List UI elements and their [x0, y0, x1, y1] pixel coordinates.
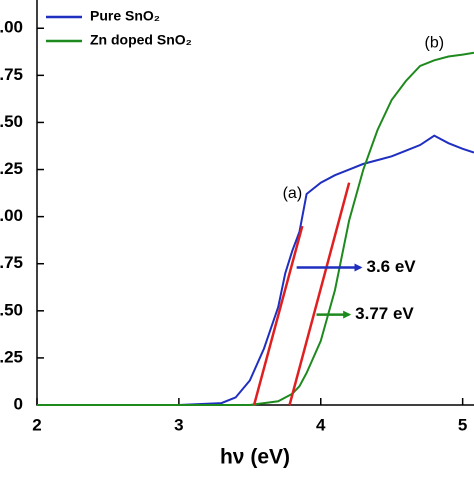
x-tick-label: 4	[316, 415, 326, 434]
y-tick-label: 1.25	[0, 159, 23, 178]
y-tick-label: 0	[14, 394, 23, 413]
x-tick-label: 5	[458, 415, 467, 434]
arrow-label: 3.77 eV	[355, 304, 414, 323]
y-tick-label: 0.75	[0, 253, 23, 272]
arrow-label: 3.6 eV	[366, 257, 416, 276]
annotation: (b)	[424, 35, 444, 52]
y-tick-label: 2.00	[0, 18, 23, 37]
data-line	[37, 134, 474, 406]
axis-frame	[36, 0, 474, 406]
legend-label: Pure SnO₂	[90, 8, 160, 24]
x-axis-label: hν (eV)	[220, 446, 290, 469]
fit-line	[288, 182, 351, 406]
fit-line	[252, 225, 304, 406]
y-tick-label: 0.25	[0, 347, 23, 366]
data-line	[37, 51, 474, 406]
x-tick-label: 3	[174, 415, 183, 434]
y-tick-label: 1.50	[0, 112, 23, 131]
x-tick-label: 2	[32, 415, 41, 434]
annotation: (a)	[283, 185, 303, 202]
y-tick-label: 0.50	[0, 300, 23, 319]
y-tick-label: 1.75	[0, 65, 23, 84]
legend-label: Zn doped SnO₂	[90, 32, 192, 48]
y-tick-label: 1.00	[0, 206, 23, 225]
